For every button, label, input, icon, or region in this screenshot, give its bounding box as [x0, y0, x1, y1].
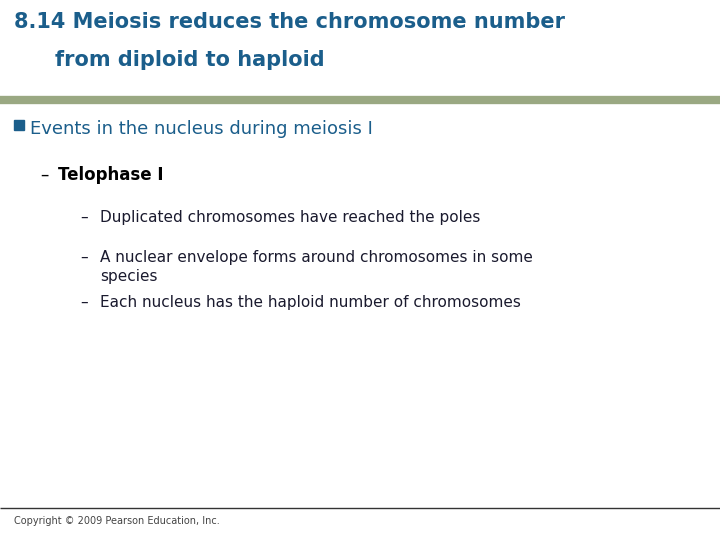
Text: Telophase I: Telophase I [58, 166, 163, 184]
Text: –: – [80, 250, 88, 265]
Text: –: – [40, 166, 48, 184]
Text: Events in the nucleus during meiosis I: Events in the nucleus during meiosis I [30, 120, 373, 138]
Bar [14, 120, 24, 130]
Text: 8.14 Meiosis reduces the chromosome number: 8.14 Meiosis reduces the chromosome numb… [14, 12, 565, 32]
Text: from diploid to haploid: from diploid to haploid [55, 50, 325, 70]
Text: –: – [80, 210, 88, 225]
Text: Duplicated chromosomes have reached the poles: Duplicated chromosomes have reached the … [100, 210, 480, 225]
Text: –: – [80, 295, 88, 310]
Text: Each nucleus has the haploid number of chromosomes: Each nucleus has the haploid number of c… [100, 295, 521, 310]
Text: Copyright © 2009 Pearson Education, Inc.: Copyright © 2009 Pearson Education, Inc. [14, 516, 220, 526]
Text: A nuclear envelope forms around chromosomes in some
species: A nuclear envelope forms around chromoso… [100, 250, 533, 284]
